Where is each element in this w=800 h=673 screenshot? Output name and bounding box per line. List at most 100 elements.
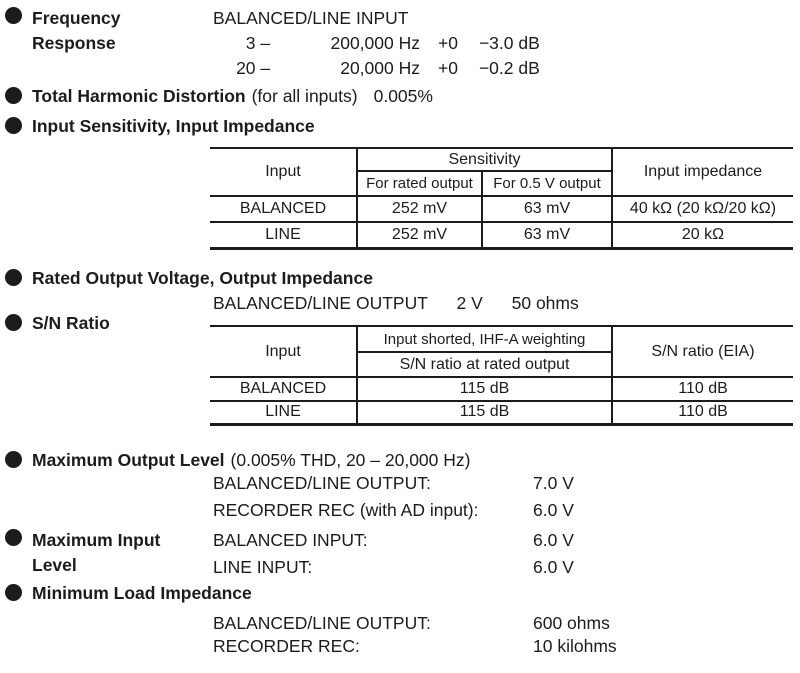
section-sn-ratio-heading: S/N Ratio <box>5 313 110 333</box>
spec-name: RECORDER REC: <box>213 636 360 656</box>
bullet-icon <box>5 117 22 134</box>
section-heading-text: Minimum Load Impedance <box>32 583 252 603</box>
table-header-input-impedance: Input impedance <box>612 148 793 197</box>
spec-name: BALANCED/LINE OUTPUT: <box>213 473 431 493</box>
table-row: LINE 115 dB 110 dB <box>210 401 793 425</box>
cell-sn-rated: 115 dB <box>357 377 613 402</box>
bullet-icon <box>5 584 22 601</box>
table-header-sn-rated: S/N ratio at rated output <box>357 352 613 378</box>
cell-sn-eia: 110 dB <box>612 401 793 425</box>
range-low: 3 – <box>245 33 275 53</box>
cell-sn-eia: 110 dB <box>612 377 793 402</box>
section-min-load-heading: Minimum Load Impedance <box>5 583 252 603</box>
spec-row: BALANCED INPUT: 6.0 V <box>213 530 574 550</box>
heading-line: Level <box>32 555 77 575</box>
cell-half-volt: 63 mV <box>482 196 613 223</box>
section-max-output-heading: Maximum Output Level (0.005% THD, 20 – 20… <box>5 450 470 470</box>
frequency-response-content: BALANCED/LINE INPUT 3 – 200,000 Hz +0 −3… <box>213 6 540 81</box>
heading-line: Frequency <box>32 8 121 28</box>
rated-output-impedance: 50 ohms <box>511 293 579 313</box>
deviation-minus: −0.2 dB <box>478 58 540 78</box>
spec-row: LINE INPUT: 6.0 V <box>213 557 574 577</box>
thd-note: (for all inputs) <box>251 86 358 106</box>
spec-name: RECORDER REC (with AD input): <box>213 500 479 520</box>
section-rated-output-heading: Rated Output Voltage, Output Impedance <box>5 268 373 288</box>
table-row: LINE 252 mV 63 mV 20 kΩ <box>210 222 793 249</box>
cell-input: BALANCED <box>210 196 358 223</box>
range-high: 20,000 Hz <box>340 58 420 78</box>
bullet-icon <box>5 7 22 24</box>
table-header-condition: Input shorted, IHF-A weighting <box>357 326 613 353</box>
max-output-note: (0.005% THD, 20 – 20,000 Hz) <box>230 450 471 470</box>
section-heading-text: Frequency Response <box>32 6 121 56</box>
deviation-plus: +0 <box>438 58 458 78</box>
table-header-input: Input <box>210 326 358 378</box>
bullet-icon <box>5 529 22 546</box>
spec-row: RECORDER REC: 10 kilohms <box>213 636 617 656</box>
bullet-icon <box>5 451 22 468</box>
table-header-input: Input <box>210 148 358 197</box>
deviation-minus: −3.0 dB <box>478 33 540 53</box>
frequency-subtitle: BALANCED/LINE INPUT <box>213 8 409 28</box>
range-low: 20 – <box>236 58 275 78</box>
table-header-half-volt-output: For 0.5 V output <box>482 171 613 197</box>
cell-input: BALANCED <box>210 377 358 402</box>
max-output-heading-line: Maximum Output Level (0.005% THD, 20 – 20… <box>32 450 470 470</box>
spec-value: 6.0 V <box>533 557 574 577</box>
section-max-input-heading: Maximum Input Level <box>5 528 160 578</box>
section-heading-text: Total Harmonic Distortion <box>32 86 246 106</box>
input-sensitivity-table: Input Sensitivity Input impedance For ra… <box>210 147 793 250</box>
cell-rated: 252 mV <box>357 196 483 223</box>
spec-value: 6.0 V <box>533 530 574 550</box>
bullet-icon <box>5 314 22 331</box>
bullet-icon <box>5 269 22 286</box>
table-header-sn-eia: S/N ratio (EIA) <box>612 326 793 378</box>
section-heading-text: Rated Output Voltage, Output Impedance <box>32 268 373 288</box>
section-thd-heading: Total Harmonic Distortion (for all inputs… <box>5 86 433 106</box>
table-header-sensitivity: Sensitivity <box>357 148 613 172</box>
section-heading-text: Input Sensitivity, Input Impedance <box>32 116 315 136</box>
sn-ratio-table: Input Input shorted, IHF-A weighting S/N… <box>210 325 793 426</box>
table-row: BALANCED 115 dB 110 dB <box>210 377 793 402</box>
spec-row: BALANCED/LINE OUTPUT: 600 ohms <box>213 613 617 633</box>
spec-value: 6.0 V <box>533 500 574 520</box>
bullet-icon <box>5 87 22 104</box>
cell-sn-rated: 115 dB <box>357 401 613 425</box>
section-heading-text: S/N Ratio <box>32 313 110 333</box>
section-heading-text: Maximum Input Level <box>32 528 160 578</box>
deviation-plus: +0 <box>438 33 458 53</box>
rated-output-line: BALANCED/LINE OUTPUT 2 V 50 ohms <box>213 293 579 313</box>
frequency-row: 3 – 200,000 Hz +0 −3.0 dB <box>213 31 540 56</box>
spec-name: BALANCED/LINE OUTPUT: <box>213 613 431 633</box>
section-heading-text: Maximum Output Level <box>32 450 225 470</box>
table-header-rated-output: For rated output <box>357 171 483 197</box>
spec-name: LINE INPUT: <box>213 557 313 577</box>
thd-value: 0.005% <box>373 86 433 106</box>
max-output-rows: BALANCED/LINE OUTPUT: 7.0 V RECORDER REC… <box>213 473 574 527</box>
spec-row: RECORDER REC (with AD input): 6.0 V <box>213 500 574 520</box>
cell-input: LINE <box>210 222 358 249</box>
max-input-rows: BALANCED INPUT: 6.0 V LINE INPUT: 6.0 V <box>213 530 574 584</box>
range-high: 200,000 Hz <box>330 33 420 53</box>
table-row: BALANCED 252 mV 63 mV 40 kΩ (20 kΩ/20 kΩ… <box>210 196 793 223</box>
rated-output-name: BALANCED/LINE OUTPUT <box>213 293 428 313</box>
spec-value: 10 kilohms <box>533 636 617 656</box>
spec-value: 7.0 V <box>533 473 574 493</box>
spec-value: 600 ohms <box>533 613 610 633</box>
min-load-rows: BALANCED/LINE OUTPUT: 600 ohms RECORDER … <box>213 613 617 659</box>
cell-impedance: 20 kΩ <box>612 222 793 249</box>
spec-row: BALANCED/LINE OUTPUT: 7.0 V <box>213 473 574 493</box>
cell-input: LINE <box>210 401 358 425</box>
rated-output-voltage: 2 V <box>456 293 483 313</box>
section-frequency-response-heading: Frequency Response <box>5 6 121 56</box>
frequency-row: 20 – 20,000 Hz +0 −0.2 dB <box>213 56 540 81</box>
cell-half-volt: 63 mV <box>482 222 613 249</box>
heading-line: Maximum Input <box>32 530 161 550</box>
cell-rated: 252 mV <box>357 222 483 249</box>
cell-impedance: 40 kΩ (20 kΩ/20 kΩ) <box>612 196 793 223</box>
spec-name: BALANCED INPUT: <box>213 530 368 550</box>
thd-line: Total Harmonic Distortion (for all inputs… <box>32 86 433 106</box>
heading-line: Response <box>32 33 116 53</box>
section-input-sensitivity-heading: Input Sensitivity, Input Impedance <box>5 116 315 136</box>
